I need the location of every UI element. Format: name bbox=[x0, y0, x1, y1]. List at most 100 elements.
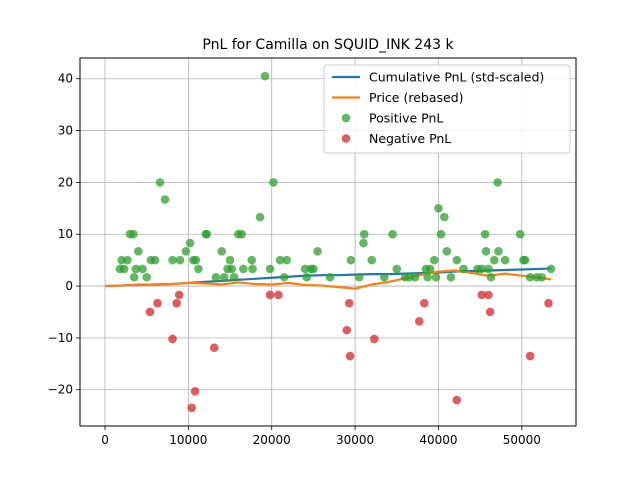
negative-pnl-point bbox=[544, 298, 553, 308]
y-tick-label: 20 bbox=[58, 175, 73, 189]
positive-pnl-point bbox=[346, 255, 356, 265]
positive-pnl-point bbox=[181, 247, 191, 256]
negative-pnl-point bbox=[342, 325, 352, 335]
legend-label: Negative PnL bbox=[369, 131, 451, 146]
positive-pnl-point bbox=[211, 272, 221, 282]
negative-pnl-point bbox=[187, 403, 197, 413]
positive-pnl-point bbox=[129, 272, 139, 282]
x-tick-label: 40000 bbox=[419, 433, 457, 447]
negative-pnl-point bbox=[345, 351, 355, 361]
positive-pnl-point bbox=[442, 247, 452, 256]
positive-pnl-point bbox=[123, 255, 132, 265]
positive-pnl-point bbox=[150, 255, 160, 265]
legend-swatch-positive bbox=[341, 113, 351, 123]
positive-pnl-point bbox=[142, 272, 151, 282]
positive-pnl-point bbox=[500, 255, 510, 265]
positive-pnl-point bbox=[515, 229, 525, 239]
x-tick-label: 30000 bbox=[336, 433, 374, 447]
positive-pnl-point bbox=[359, 229, 369, 239]
positive-pnl-point bbox=[546, 264, 556, 274]
positive-pnl-point bbox=[452, 255, 462, 265]
positive-pnl-point bbox=[446, 272, 456, 282]
price-line bbox=[104, 269, 552, 290]
positive-pnl-point bbox=[309, 264, 318, 274]
negative-pnl-point bbox=[172, 298, 181, 308]
positive-pnl-point bbox=[359, 238, 368, 248]
positive-pnl-point bbox=[119, 264, 129, 274]
positive-pnl-point bbox=[439, 212, 449, 222]
positive-pnl-point bbox=[282, 255, 292, 265]
legend-box bbox=[323, 64, 571, 154]
legend-label: Cumulative PnL (std-scaled) bbox=[369, 70, 544, 85]
positive-pnl-point bbox=[168, 255, 177, 265]
positive-pnl-point bbox=[423, 272, 432, 282]
positive-pnl-point bbox=[537, 272, 547, 282]
positive-pnl-point bbox=[494, 247, 503, 256]
positive-pnl-point bbox=[480, 229, 490, 239]
positive-pnl-point bbox=[185, 238, 195, 248]
y-tick-label: 10 bbox=[58, 227, 73, 241]
positive-pnl-point bbox=[275, 255, 285, 265]
positive-pnl-point bbox=[431, 272, 441, 282]
positive-pnl-point bbox=[392, 264, 402, 274]
positive-pnl-point bbox=[459, 264, 468, 274]
negative-pnl-point bbox=[414, 317, 424, 326]
positive-pnl-point bbox=[138, 264, 147, 274]
negative-pnl-point bbox=[485, 307, 495, 317]
positive-pnl-point bbox=[202, 229, 212, 239]
y-tick-label: −20 bbox=[48, 383, 73, 397]
positive-pnl-point bbox=[429, 255, 439, 265]
positive-pnl-point bbox=[493, 178, 502, 187]
positive-pnl-point bbox=[354, 272, 364, 282]
legend-label: Price (rebased) bbox=[369, 90, 464, 105]
positive-pnl-point bbox=[477, 264, 487, 274]
negative-pnl-point bbox=[525, 351, 535, 361]
positive-pnl-point bbox=[367, 255, 377, 265]
y-tick-label: 30 bbox=[58, 124, 73, 138]
x-tick-label: 10000 bbox=[169, 433, 207, 447]
x-tick-label: 20000 bbox=[253, 433, 291, 447]
positive-pnl-point bbox=[248, 264, 257, 274]
plot-layer bbox=[104, 71, 556, 413]
positive-pnl-point bbox=[260, 71, 270, 81]
negative-pnl-point bbox=[477, 290, 487, 300]
negative-pnl-point bbox=[484, 290, 493, 300]
positive-pnl-point bbox=[155, 178, 165, 187]
positive-pnl-point bbox=[219, 272, 229, 282]
positive-pnl-point bbox=[269, 178, 278, 187]
legend-label: Positive PnL bbox=[369, 111, 443, 126]
positive-pnl-point bbox=[436, 229, 446, 239]
positive-pnl-point bbox=[525, 272, 535, 282]
plot-frame bbox=[79, 57, 577, 427]
negative-pnl-point bbox=[145, 307, 155, 317]
positive-pnl-point bbox=[425, 264, 435, 274]
negative-pnl-point bbox=[344, 298, 354, 308]
positive-pnl-point bbox=[484, 264, 493, 274]
legend: Cumulative PnL (std-scaled) Price (rebase… bbox=[323, 64, 571, 154]
positive-pnl-point bbox=[520, 255, 530, 265]
negative-pnl-point bbox=[419, 298, 429, 308]
positive-pnl-point bbox=[227, 264, 237, 274]
positive-pnl-point bbox=[225, 255, 235, 265]
chart-title: PnL for Camilla on SQUID_INK 243 k bbox=[202, 37, 454, 53]
positive-pnl-point bbox=[486, 272, 496, 282]
positive-pnl-point bbox=[302, 272, 312, 282]
positive-pnl-point bbox=[217, 247, 227, 256]
positive-pnl-point bbox=[134, 247, 143, 256]
positive-pnl-point bbox=[175, 255, 185, 265]
y-tick-label: 0 bbox=[65, 279, 73, 293]
positive-pnl-point bbox=[388, 229, 397, 239]
positive-pnl-point bbox=[229, 272, 239, 282]
positive-pnl-point bbox=[481, 247, 491, 256]
positive-pnl-point bbox=[129, 229, 138, 239]
positive-pnl-point bbox=[160, 195, 170, 204]
positive-pnl-point bbox=[191, 255, 201, 265]
positive-pnl-point bbox=[325, 272, 335, 282]
positive-pnl-point bbox=[379, 272, 389, 282]
positive-pnl-point bbox=[434, 204, 443, 213]
y-tick-label: 40 bbox=[58, 72, 73, 86]
positive-pnl-point bbox=[239, 264, 248, 274]
negative-pnl-point bbox=[153, 298, 162, 308]
